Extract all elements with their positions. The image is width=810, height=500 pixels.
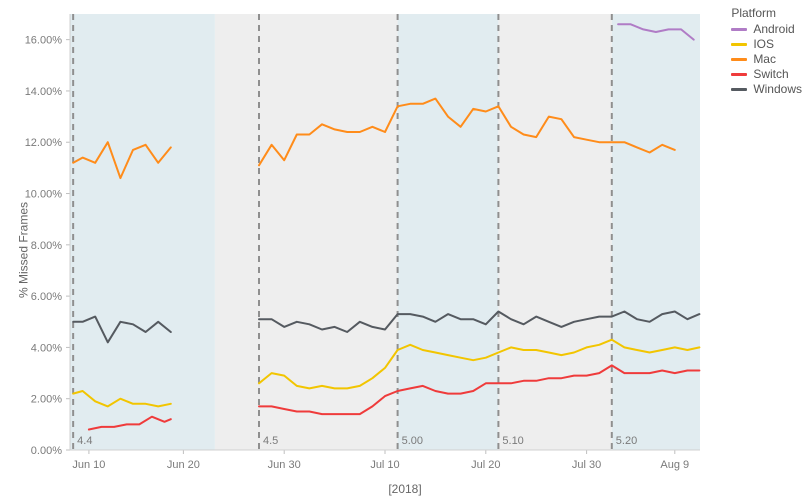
- y-tick-label: 2.00%: [31, 394, 62, 406]
- y-tick-label: 4.00%: [31, 342, 62, 354]
- x-tick-label: Jul 10: [370, 459, 399, 471]
- reference-line-label: 4.5: [263, 435, 278, 447]
- x-tick-label: Jun 30: [268, 459, 301, 471]
- legend-label: Switch: [753, 67, 788, 81]
- legend-swatch: [731, 88, 747, 91]
- plot-band: [70, 14, 215, 450]
- plot-band: [612, 14, 700, 450]
- legend: Platform AndroidIOSMacSwitchWindows: [731, 6, 802, 97]
- y-tick-label: 10.00%: [25, 189, 63, 201]
- y-tick-label: 8.00%: [31, 240, 62, 252]
- reference-line-label: 4.4: [77, 435, 92, 447]
- plot-band: [498, 14, 611, 450]
- legend-swatch: [731, 58, 747, 61]
- y-tick-label: 16.00%: [25, 35, 63, 47]
- chart-container: % Missed Frames [2018] 0.00% 2.00% 4.00% 6.…: [0, 0, 810, 500]
- reference-line-label: 5.00: [402, 435, 423, 447]
- legend-label: Mac: [753, 52, 776, 66]
- x-tick-label: Aug 9: [660, 459, 689, 471]
- legend-item-android[interactable]: Android: [731, 22, 802, 36]
- y-axis-label: % Missed Frames: [16, 202, 30, 298]
- legend-label: Android: [753, 22, 794, 36]
- y-tick-label: 14.00%: [25, 86, 63, 98]
- plot-band: [215, 14, 398, 450]
- legend-item-windows[interactable]: Windows: [731, 82, 802, 96]
- x-tick-label: Jun 10: [72, 459, 105, 471]
- legend-swatch: [731, 43, 747, 46]
- x-axis-label: [2018]: [388, 482, 421, 496]
- x-tick-label: Jul 20: [471, 459, 500, 471]
- y-tick-label: 12.00%: [25, 137, 63, 149]
- legend-label: Windows: [753, 82, 802, 96]
- x-tick-label: Jul 30: [572, 459, 601, 471]
- reference-line-label: 5.20: [616, 435, 637, 447]
- legend-item-switch[interactable]: Switch: [731, 67, 802, 81]
- reference-line-label: 5.10: [502, 435, 523, 447]
- legend-item-ios[interactable]: IOS: [731, 37, 802, 51]
- x-tick-label: Jun 20: [167, 459, 200, 471]
- legend-swatch: [731, 28, 747, 31]
- legend-title: Platform: [731, 6, 802, 20]
- y-tick-label: 0.00%: [31, 445, 62, 457]
- chart-svg: 0.00% 2.00% 4.00% 6.00% 8.00% 10.00% 12.00% 14.…: [0, 0, 810, 500]
- y-tick-label: 6.00%: [31, 291, 62, 303]
- legend-item-mac[interactable]: Mac: [731, 52, 802, 66]
- legend-label: IOS: [753, 37, 774, 51]
- legend-swatch: [731, 73, 747, 76]
